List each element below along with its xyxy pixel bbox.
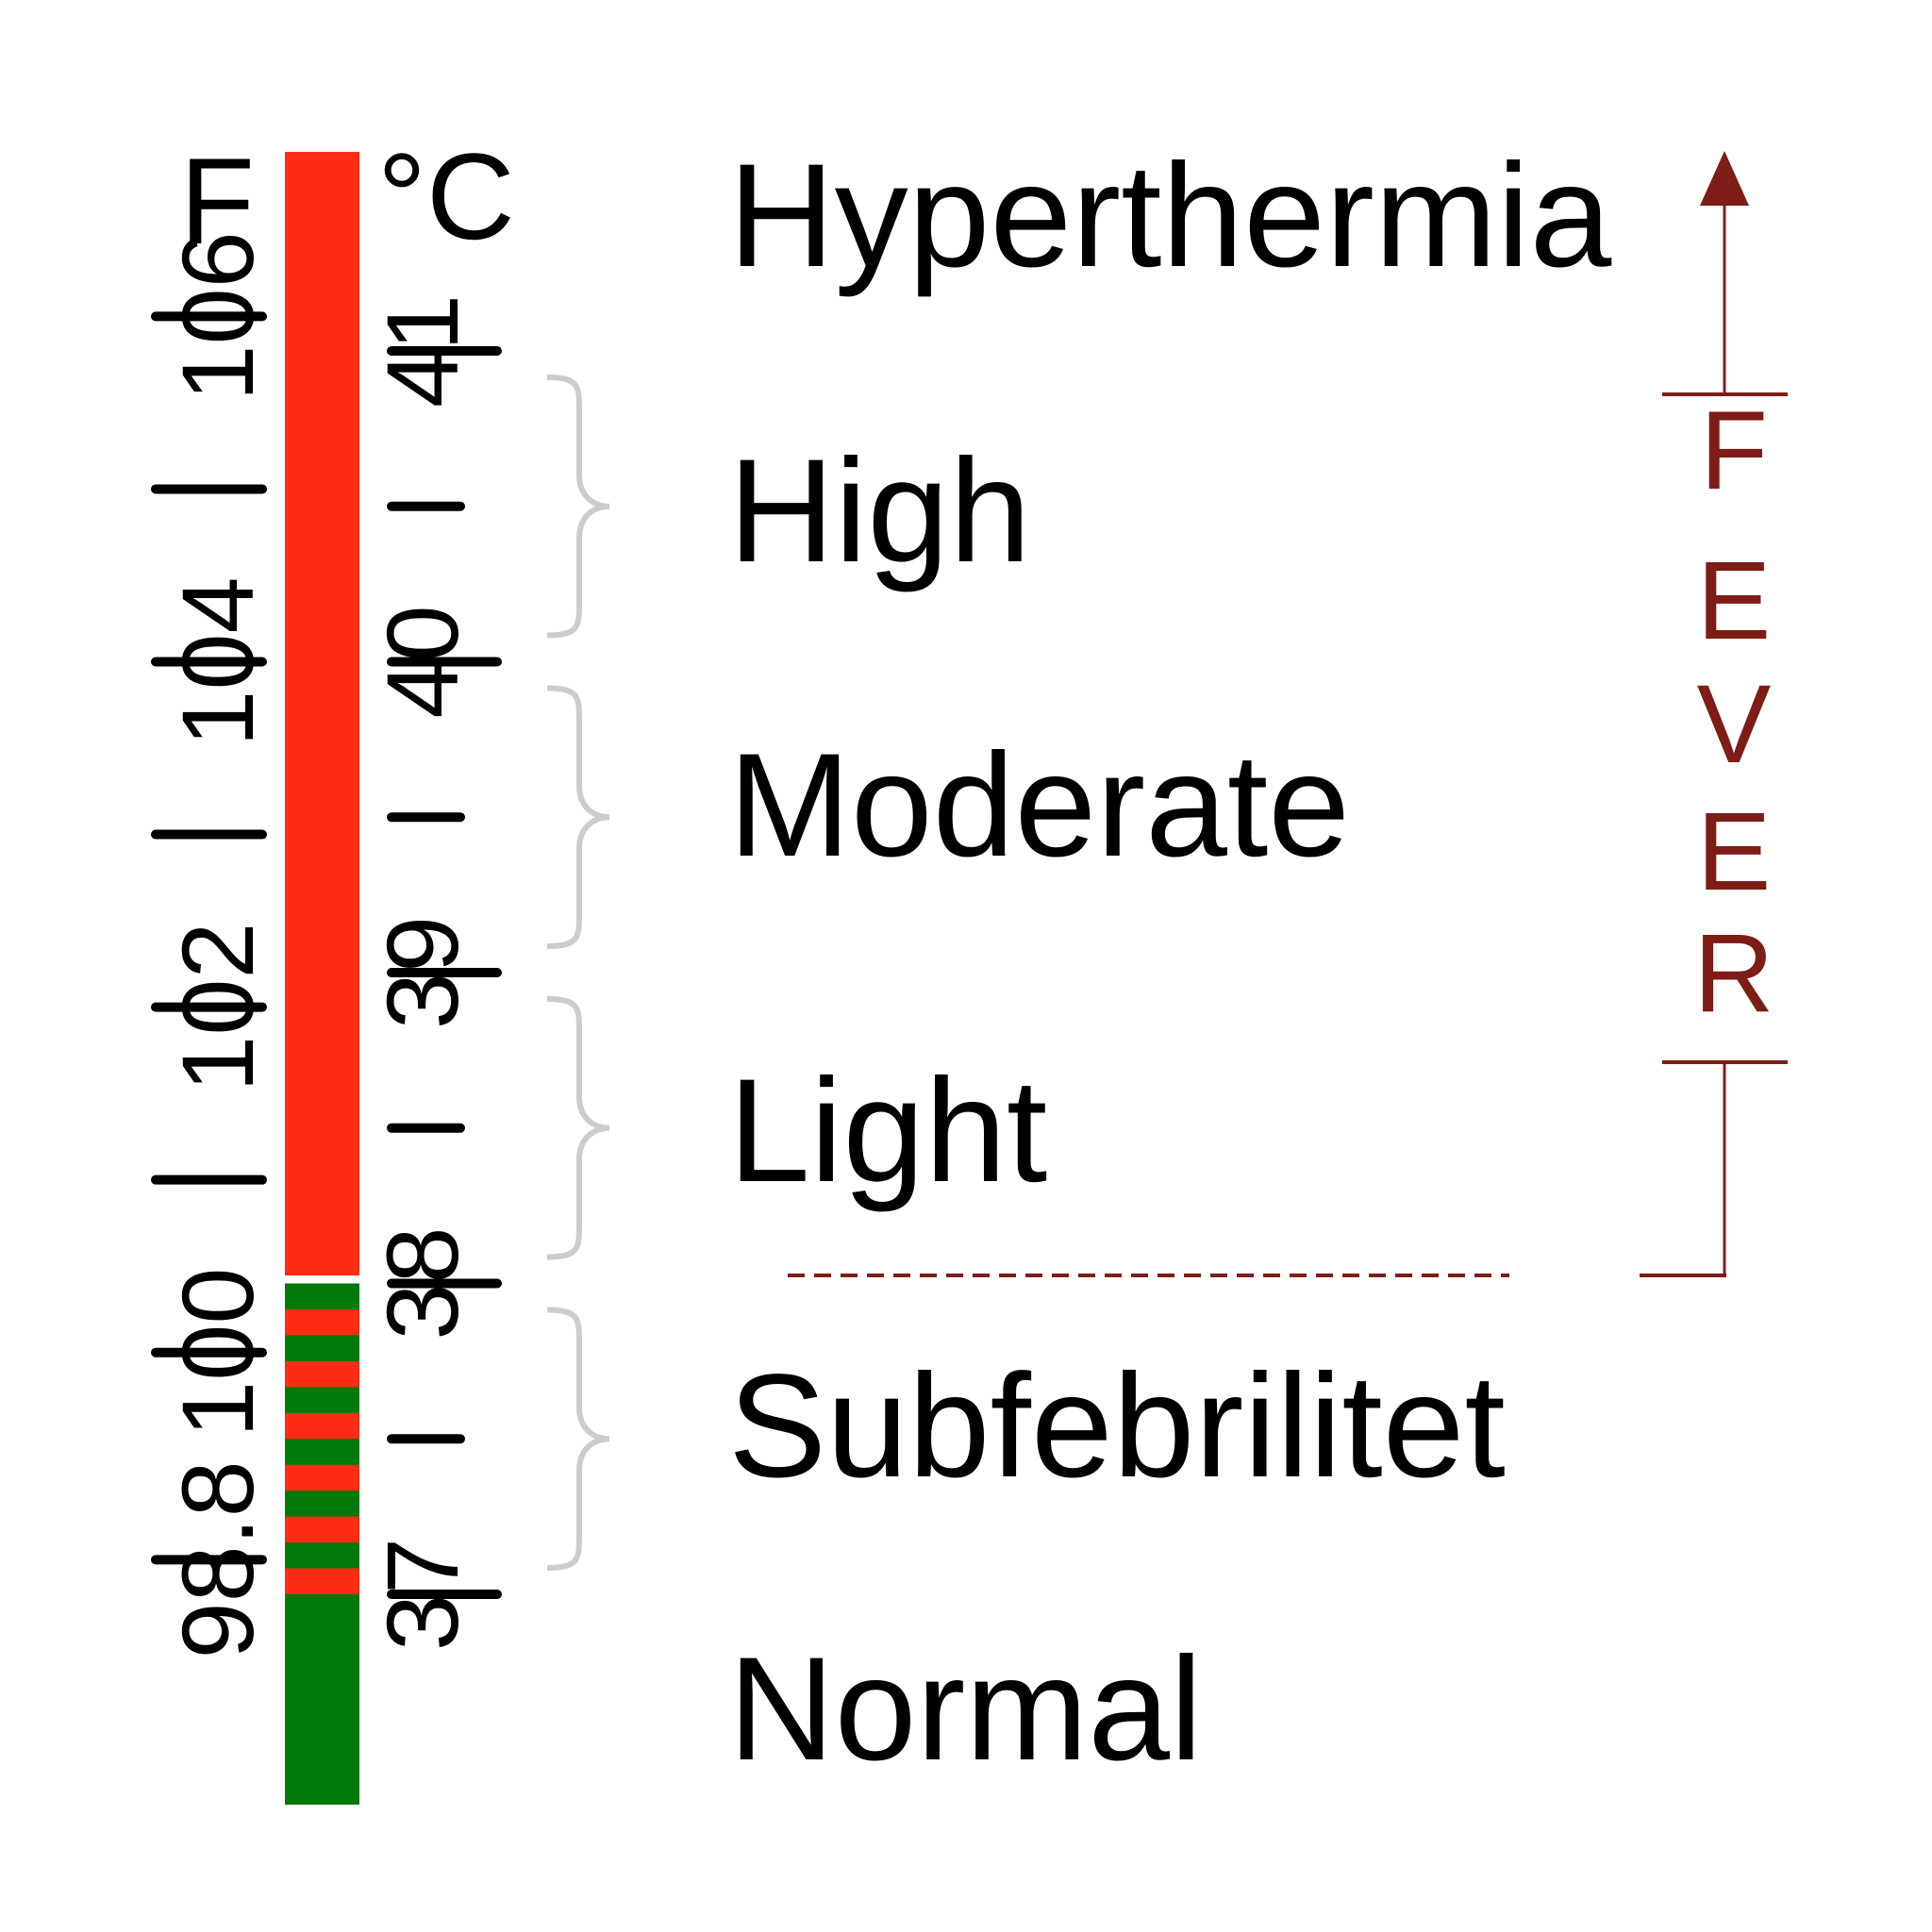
stripe-green xyxy=(285,1387,359,1414)
fever-bar-segment xyxy=(285,152,359,1275)
celsius-tick-label: 39 xyxy=(365,916,479,1029)
normal-bar-segment xyxy=(285,1594,359,1805)
category-hyperthermia: Hyperthermia xyxy=(728,134,1612,298)
fahrenheit-scale: 106 104 102 100 98.8 xyxy=(151,231,275,1658)
stripe-red xyxy=(285,1568,359,1595)
thermometer-bar xyxy=(285,152,359,1805)
brace-high xyxy=(546,375,610,639)
fever-letter: E xyxy=(1697,539,1772,663)
arrow-up-icon xyxy=(1700,151,1749,206)
fever-range-marker: F E V E R xyxy=(1640,151,1788,1277)
brace-subfebrilitet xyxy=(546,1307,610,1571)
fahrenheit-unit-label: F xyxy=(180,132,255,270)
stripe-red xyxy=(285,1360,359,1388)
fever-letter: F xyxy=(1700,389,1768,513)
fahrenheit-tick-label: 100 xyxy=(160,1268,275,1438)
category-moderate: Moderate xyxy=(728,724,1350,888)
stripe-red xyxy=(285,1516,359,1543)
stripe-red xyxy=(285,1464,359,1491)
fever-letter: V xyxy=(1697,662,1772,787)
fever-letter: R xyxy=(1693,911,1774,1036)
category-braces xyxy=(546,375,610,1571)
celsius-unit-label: °C xyxy=(377,127,515,265)
category-high: High xyxy=(728,429,1031,593)
stripe-green xyxy=(285,1335,359,1362)
category-labels: Hyperthermia High Moderate Light Subfebr… xyxy=(728,134,1612,1791)
stripe-green xyxy=(285,1283,359,1310)
stripe-green xyxy=(285,1491,359,1518)
fahrenheit-tick-label: 106 xyxy=(160,231,275,401)
celsius-tick-label: 40 xyxy=(365,605,479,718)
fahrenheit-tick-label: 104 xyxy=(160,576,275,746)
category-normal: Normal xyxy=(728,1627,1203,1791)
fahrenheit-tick-label: 102 xyxy=(160,923,275,1092)
subfebrile-stripes xyxy=(285,1283,359,1595)
celsius-tick-label: 38 xyxy=(365,1226,479,1340)
brace-light xyxy=(546,996,610,1260)
stripe-red xyxy=(285,1412,359,1440)
celsius-tick-label: 41 xyxy=(365,294,479,408)
fahrenheit-tick-label: 98.8 xyxy=(160,1460,275,1658)
fever-word: F E V E R xyxy=(1693,389,1774,1036)
category-subfebrilitet: Subfebrilitet xyxy=(728,1344,1506,1508)
stripe-red xyxy=(285,1309,359,1336)
stripe-green xyxy=(285,1542,359,1570)
celsius-tick-label: 37 xyxy=(365,1538,479,1651)
stripe-green xyxy=(285,1439,359,1466)
category-light: Light xyxy=(728,1049,1047,1213)
brace-moderate xyxy=(546,685,610,949)
celsius-scale: 41 40 39 38 37 xyxy=(365,294,502,1651)
fever-letter: E xyxy=(1697,790,1772,914)
